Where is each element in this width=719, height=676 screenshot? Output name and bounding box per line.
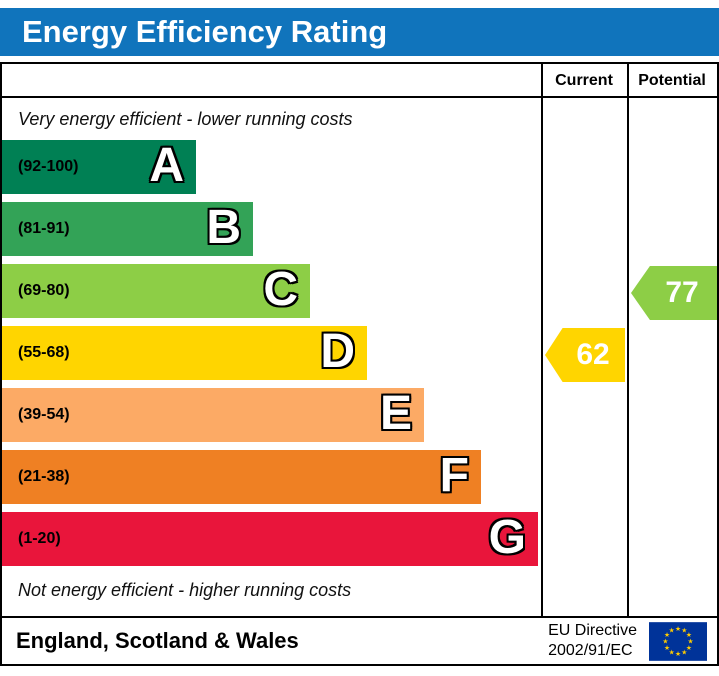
band-range-label: (69-80)	[18, 282, 70, 299]
band-letter: A	[149, 139, 184, 193]
svg-text:★: ★	[686, 643, 692, 651]
band-g: (1-20) G	[2, 512, 538, 566]
band-range-label: (92-100)	[18, 158, 79, 175]
svg-text:★: ★	[664, 643, 670, 651]
chart-header-row: Current Potential	[2, 64, 717, 98]
band-letter: G	[488, 511, 526, 565]
svg-text:★: ★	[675, 624, 681, 632]
svg-text:★: ★	[664, 631, 670, 639]
potential-column-divider	[627, 64, 629, 616]
footer-right-group: EU Directive 2002/91/EC ★ ★ ★ ★ ★ ★ ★ ★ …	[548, 621, 707, 661]
band-range-label: (81-91)	[18, 220, 70, 237]
svg-text:★: ★	[675, 650, 681, 658]
band-letter: B	[206, 201, 241, 255]
column-header-current: Current	[555, 72, 613, 89]
eu-directive-line2: 2002/91/EC	[548, 642, 633, 659]
rating-bands: (92-100) A (81-91) B (69-80) C (55-68) D…	[2, 140, 541, 566]
top-note: Very energy efficient - lower running co…	[18, 108, 353, 129]
band-range-label: (55-68)	[18, 344, 70, 361]
eu-directive-label: EU Directive 2002/91/EC	[548, 621, 637, 661]
band-letter: F	[439, 449, 469, 503]
band-a: (92-100) A	[2, 140, 196, 194]
svg-text:★: ★	[681, 626, 687, 634]
bottom-note: Not energy efficient - higher running co…	[18, 579, 352, 600]
current-column-divider	[541, 64, 543, 616]
column-header-potential: Potential	[638, 72, 706, 89]
band-c: (69-80) C	[2, 264, 310, 318]
svg-text:★: ★	[688, 637, 694, 645]
region-label: England, Scotland & Wales	[16, 628, 299, 653]
band-letter: D	[320, 325, 355, 379]
band-range-label: (1-20)	[18, 530, 61, 547]
svg-text:★: ★	[669, 626, 675, 634]
band-letter: C	[263, 263, 298, 317]
band-d: (55-68) D	[2, 326, 367, 380]
band-letter: E	[379, 387, 412, 441]
eu-flag-icon: ★ ★ ★ ★ ★ ★ ★ ★ ★ ★ ★ ★	[649, 621, 707, 661]
band-b: (81-91) B	[2, 202, 253, 256]
current-rating-pointer: 62	[545, 328, 625, 382]
svg-text:★: ★	[669, 648, 675, 656]
band-e: (39-54) E	[2, 388, 424, 442]
svg-text:★: ★	[681, 648, 687, 656]
energy-rating-chart: Current Potential Very energy efficient …	[0, 62, 719, 618]
band-f: (21-38) F	[2, 450, 481, 504]
svg-text:★: ★	[686, 631, 692, 639]
band-range-label: (21-38)	[18, 468, 70, 485]
potential-rating-pointer: 77	[631, 266, 717, 320]
footer: England, Scotland & Wales EU Directive 2…	[0, 616, 719, 666]
page-title: Energy Efficiency Rating	[0, 8, 719, 56]
band-range-label: (39-54)	[18, 406, 70, 423]
svg-text:★: ★	[662, 637, 668, 645]
eu-directive-line1: EU Directive	[548, 622, 637, 639]
